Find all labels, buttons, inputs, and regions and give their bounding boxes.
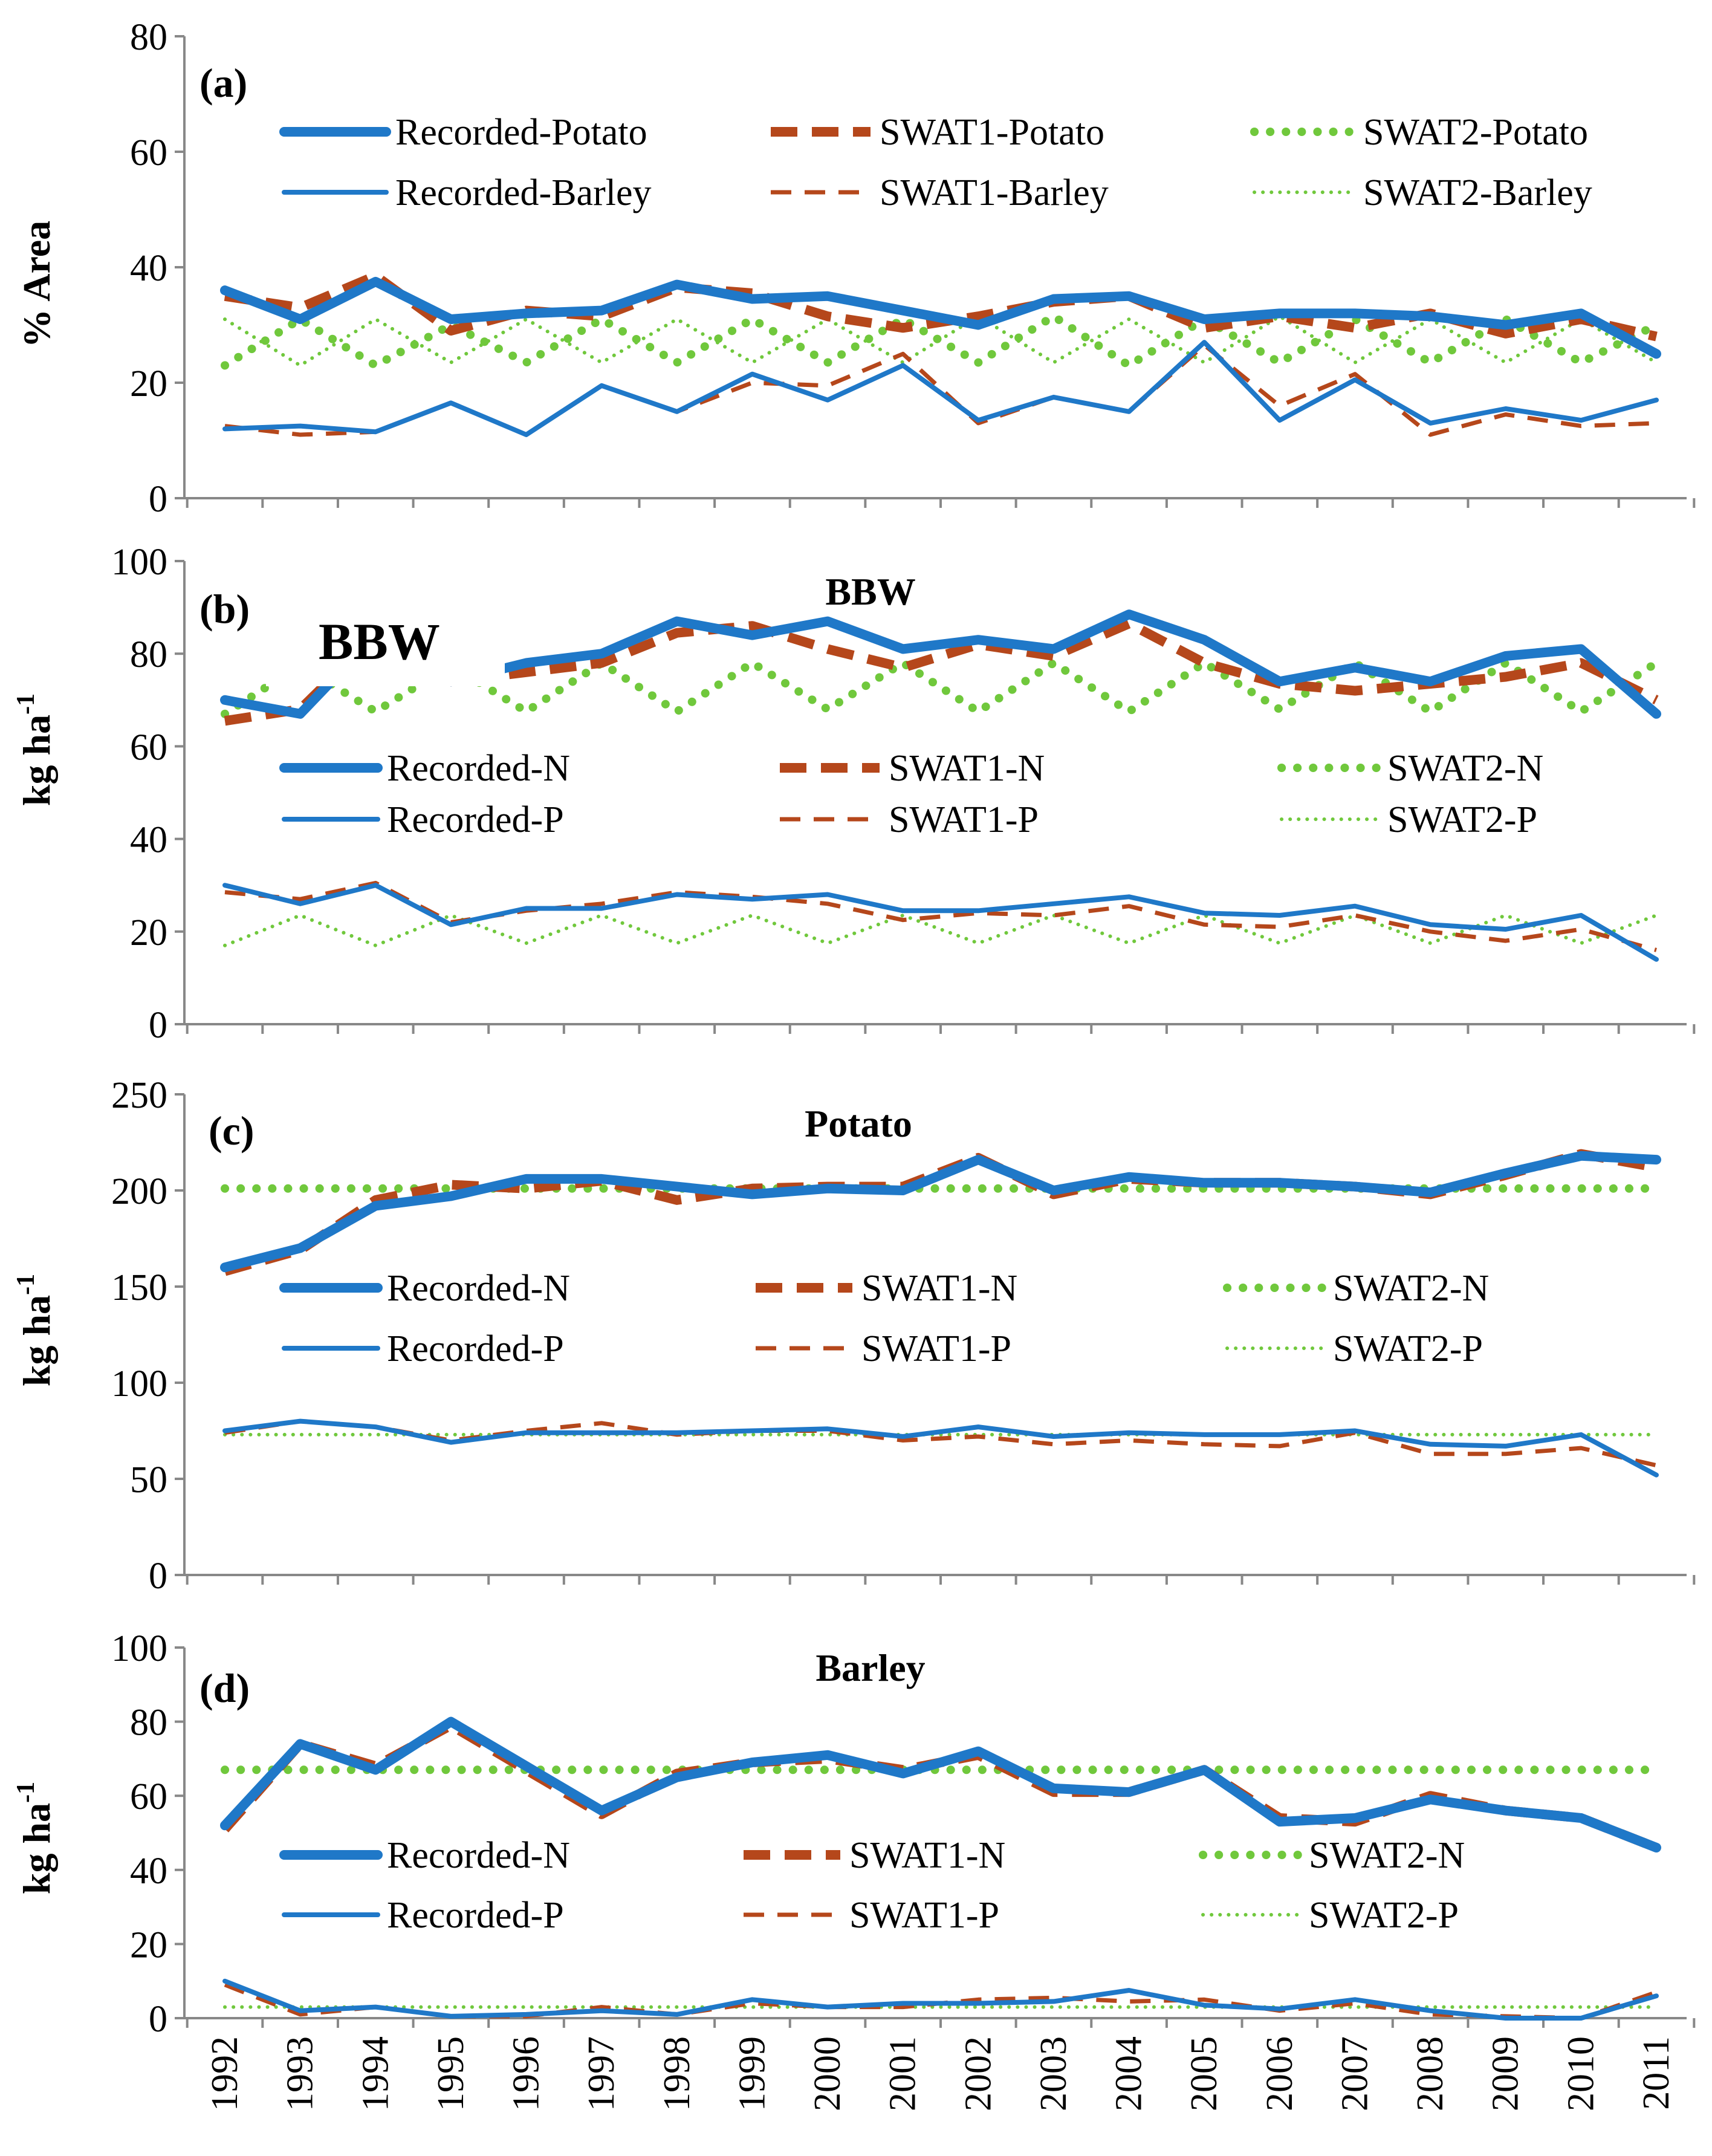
y-tick-label: 0	[149, 479, 167, 520]
x-tick-label: 2006	[1259, 2036, 1300, 2111]
legend-label: SWAT1-N	[849, 1835, 1005, 1876]
x-tick-label: 1995	[430, 2036, 472, 2111]
x-tick-label: 2003	[1033, 2036, 1074, 2111]
x-tick-label: 2010	[1560, 2036, 1601, 2111]
x-tick-label: 1998	[657, 2036, 698, 2111]
x-tick-label: 2004	[1109, 2036, 1150, 2111]
y-axis-label: kg ha-1	[12, 1274, 58, 1386]
y-tick-label: 100	[111, 1363, 167, 1404]
legend-label: SWAT2-N	[1387, 748, 1543, 789]
y-tick-label: 80	[130, 1703, 167, 1744]
x-tick-label: 1992	[204, 2036, 245, 2111]
legend-label: SWAT2-P	[1309, 1895, 1459, 1936]
legend-label: SWAT1-P	[889, 799, 1039, 840]
x-tick-label: 2002	[958, 2036, 999, 2111]
y-tick-label: 20	[130, 912, 167, 953]
y-tick-label: 40	[130, 248, 167, 289]
legend-label: SWAT1-P	[849, 1895, 999, 1936]
panel-title: Potato	[805, 1102, 912, 1145]
chart-panel-2: 0 50 100 150 200 250 kg ha-1 (c) Potato Recorded-…	[12, 1075, 1696, 1597]
y-tick-label: 40	[130, 1851, 167, 1892]
x-tick-label: 1993	[280, 2036, 321, 2111]
overlay-label-group: BBW	[266, 605, 505, 686]
y-tick-label: 100	[111, 542, 167, 583]
legend-label: Recorded-N	[387, 1268, 570, 1309]
series-line-swat2-potato	[221, 312, 1661, 370]
legend-label: SWAT2-P	[1333, 1328, 1483, 1369]
legend-label: SWAT2-Barley	[1363, 172, 1592, 213]
series-line-recorded-n	[220, 1151, 1661, 1273]
y-tick-label: 250	[111, 1075, 167, 1116]
y-tick-label: 60	[130, 1776, 167, 1817]
x-tick-label: 2000	[807, 2036, 848, 2111]
legend-label: Recorded-Barley	[395, 172, 651, 213]
y-axis-label: kg ha-1	[12, 693, 58, 806]
legend-label: Recorded-P	[387, 1895, 564, 1936]
y-tick-label: 150	[111, 1267, 167, 1308]
y-tick-label: 80	[130, 634, 167, 675]
chart-panel-0: 0 20 40 60 80 % Area (a) Recorded-Potato SWAT1-P…	[15, 17, 1696, 520]
y-tick-label: 100	[111, 1628, 167, 1669]
x-tick-label: 2008	[1410, 2036, 1451, 2111]
legend-label: Recorded-P	[387, 1328, 564, 1369]
overlay-label: BBW	[319, 612, 440, 671]
legend-label: SWAT1-Potato	[880, 112, 1104, 153]
series-line-recorded-barley	[222, 340, 1659, 437]
chart-panel-3: 0 20 40 60 80 100 kg ha-1 (d) Barley Recorded-N SW…	[12, 1628, 1696, 2111]
legend-label: SWAT2-Potato	[1363, 112, 1588, 153]
series-line-recorded-p	[222, 1978, 1659, 2021]
series-line-swat1-n	[221, 1720, 1658, 1852]
panel-label: (d)	[199, 1665, 250, 1711]
y-tick-label: 20	[130, 363, 167, 404]
legend-label: SWAT1-Barley	[880, 172, 1109, 213]
series-line-recorded-potato	[220, 276, 1661, 359]
series-line-recorded-p	[222, 1418, 1659, 1478]
y-tick-label: 80	[130, 17, 167, 58]
legend-label: Recorded-P	[387, 799, 564, 840]
panel-label: (b)	[199, 586, 250, 632]
x-tick-label: 1997	[581, 2036, 622, 2111]
panel-title: BBW	[825, 570, 915, 613]
x-tick-label: 1999	[731, 2036, 773, 2111]
legend-label: SWAT2-P	[1387, 799, 1537, 840]
panel-title: Barley	[815, 1646, 925, 1689]
panel-label: (a)	[199, 60, 247, 106]
legend-label: SWAT1-N	[889, 748, 1045, 789]
y-tick-label: 60	[130, 132, 167, 174]
y-axis-label: % Area	[15, 221, 58, 348]
legend-label: Recorded-N	[387, 1835, 570, 1876]
series-line-recorded-p	[222, 883, 1659, 962]
x-tick-label: 1996	[506, 2036, 547, 2111]
y-axis-label: kg ha-1	[12, 1782, 58, 1894]
y-tick-label: 0	[149, 1005, 167, 1046]
y-tick-label: 20	[130, 1924, 167, 1966]
series-line-recorded-n	[220, 1716, 1661, 1852]
x-tick-label: 2011	[1636, 2036, 1677, 2110]
legend-label: Recorded-Potato	[395, 112, 647, 153]
y-tick-label: 60	[130, 727, 167, 768]
overlay-backdrop	[266, 605, 505, 686]
y-tick-label: 0	[149, 1556, 167, 1597]
legend-label: Recorded-N	[387, 748, 570, 789]
y-tick-label: 200	[111, 1171, 167, 1212]
y-tick-label: 50	[130, 1460, 167, 1501]
y-tick-label: 0	[149, 1999, 167, 2040]
legend-label: SWAT1-N	[861, 1268, 1017, 1309]
x-tick-label: 2001	[883, 2036, 924, 2111]
x-tick-label: 1994	[355, 2036, 396, 2111]
x-tick-label: 2005	[1184, 2036, 1225, 2111]
x-tick-label: 2009	[1485, 2036, 1526, 2111]
chart-panel-1: 0 20 40 60 80 100 kg ha-1 (b) BBW Recorded-N SWAT1…	[12, 542, 1696, 1046]
x-tick-label: 2007	[1335, 2036, 1376, 2111]
y-tick-label: 40	[130, 820, 167, 861]
legend-label: SWAT2-N	[1309, 1835, 1465, 1876]
panel-label: (c)	[209, 1108, 254, 1154]
legend-label: SWAT1-P	[861, 1328, 1011, 1369]
legend-label: SWAT2-N	[1333, 1268, 1489, 1309]
